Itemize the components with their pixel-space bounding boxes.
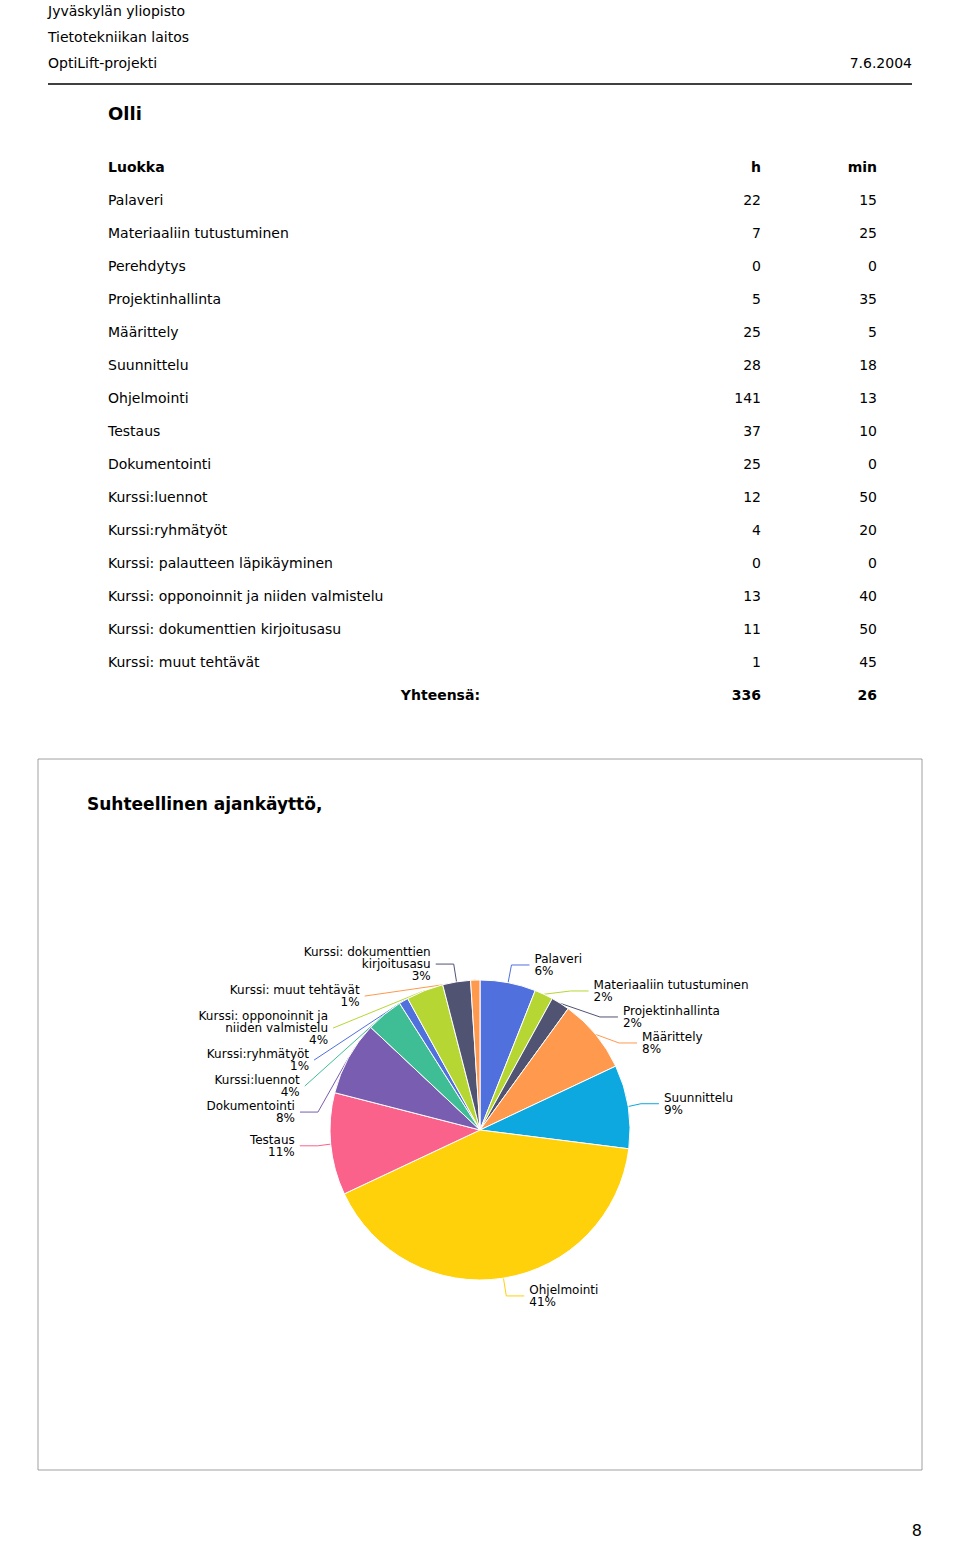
svg-text:Materiaaliin tutustuminen: Materiaaliin tutustuminen [594,978,749,992]
svg-text:50: 50 [859,621,877,637]
svg-text:Kurssi:ryhmätyöt: Kurssi:ryhmätyöt [206,1047,310,1062]
svg-text:1: 1 [752,654,761,670]
svg-text:18: 18 [859,357,877,373]
svg-text:Kurssi:ryhmätyöt: Kurssi:ryhmätyöt [108,522,228,538]
svg-text:0: 0 [868,258,877,274]
svg-text:25: 25 [743,324,761,340]
svg-text:min: min [848,159,877,175]
svg-text:Suunnittelu: Suunnittelu [664,1090,734,1105]
svg-text:28: 28 [743,357,761,373]
svg-text:Kurssi: dokumenttien: Kurssi: dokumenttien [303,945,431,960]
svg-text:Testaus: Testaus [107,423,160,439]
svg-text:37: 37 [743,423,761,439]
svg-text:3%: 3% [412,969,431,983]
svg-text:Testaus: Testaus [249,1132,295,1147]
svg-text:Dokumentointi: Dokumentointi [206,1099,295,1114]
svg-text:41%: 41% [529,1295,556,1309]
svg-text:Olli: Olli [108,103,142,124]
svg-text:1%: 1% [290,1059,309,1073]
svg-text:26: 26 [858,687,877,703]
svg-text:141: 141 [734,390,761,406]
svg-text:Ohjelmointi: Ohjelmointi [108,390,189,406]
svg-text:12: 12 [743,489,761,505]
svg-text:45: 45 [859,654,877,670]
svg-text:7: 7 [752,225,761,241]
svg-text:OptiLift-projekti: OptiLift-projekti [48,55,157,71]
svg-text:13: 13 [743,588,761,604]
svg-text:0: 0 [868,555,877,571]
svg-text:0: 0 [752,555,761,571]
svg-text:10: 10 [859,423,877,439]
svg-text:15: 15 [859,192,877,208]
svg-text:11: 11 [743,621,761,637]
svg-text:Kurssi:luennot: Kurssi:luennot [214,1073,300,1088]
svg-text:Yhteensä:: Yhteensä: [400,687,480,703]
svg-text:Kurssi:luennot: Kurssi:luennot [108,489,208,505]
svg-text:8%: 8% [642,1042,661,1056]
svg-text:35: 35 [859,291,877,307]
svg-text:Kurssi: muut tehtävät: Kurssi: muut tehtävät [108,654,260,670]
svg-text:Määrittely: Määrittely [642,1030,703,1044]
svg-text:2%: 2% [623,1016,642,1030]
svg-text:8%: 8% [276,1111,295,1125]
svg-text:Dokumentointi: Dokumentointi [108,456,211,472]
svg-text:Palaveri: Palaveri [534,952,582,966]
svg-text:6%: 6% [534,964,553,978]
svg-text:Kurssi: palautteen läpikäymine: Kurssi: palautteen läpikäyminen [108,555,333,571]
svg-text:Materiaaliin tutustuminen: Materiaaliin tutustuminen [108,225,289,241]
svg-text:5: 5 [752,291,761,307]
svg-text:h: h [751,159,761,175]
svg-text:Perehdytys: Perehdytys [108,258,186,274]
svg-text:Suunnittelu: Suunnittelu [108,357,189,373]
svg-text:20: 20 [859,522,877,538]
svg-text:Määrittely: Määrittely [108,324,179,340]
svg-text:Suhteellinen ajankäyttö,: Suhteellinen ajankäyttö, [87,794,322,814]
svg-text:8: 8 [912,1521,922,1540]
svg-text:4%: 4% [309,1033,328,1047]
svg-text:9%: 9% [664,1103,683,1117]
svg-text:25: 25 [859,225,877,241]
svg-text:Kurssi: dokumenttien kirjoitus: Kurssi: dokumenttien kirjoitusasu [108,621,341,637]
svg-text:1%: 1% [341,995,360,1009]
svg-text:Ohjelmointi: Ohjelmointi [529,1282,599,1297]
svg-text:Kurssi: opponoinnit ja niiden: Kurssi: opponoinnit ja niiden valmistelu [108,588,383,604]
svg-text:4%: 4% [281,1085,300,1099]
svg-text:Kurssi: muut tehtävät: Kurssi: muut tehtävät [229,983,360,998]
svg-text:11%: 11% [268,1145,295,1159]
svg-text:Projektinhallinta: Projektinhallinta [108,291,221,307]
svg-text:13: 13 [859,390,877,406]
svg-text:Projektinhallinta: Projektinhallinta [622,1004,720,1018]
svg-text:336: 336 [732,687,761,703]
svg-text:2%: 2% [594,990,613,1004]
svg-text:0: 0 [868,456,877,472]
svg-text:Luokka: Luokka [108,159,165,175]
svg-text:5: 5 [868,324,877,340]
svg-text:4: 4 [752,522,761,538]
svg-text:25: 25 [743,456,761,472]
svg-text:22: 22 [743,192,761,208]
svg-text:kirjoitusasu: kirjoitusasu [361,957,431,972]
svg-text:50: 50 [859,489,877,505]
svg-text:niiden valmistelu: niiden valmistelu [225,1021,329,1036]
svg-text:Tietotekniikan laitos: Tietotekniikan laitos [47,29,189,45]
svg-text:Jyväskylän yliopisto: Jyväskylän yliopisto [47,3,185,19]
svg-text:7.6.2004: 7.6.2004 [850,55,912,71]
svg-text:0: 0 [752,258,761,274]
svg-text:Kurssi: opponoinnit ja: Kurssi: opponoinnit ja [198,1009,329,1024]
svg-text:40: 40 [859,588,877,604]
svg-text:Palaveri: Palaveri [108,192,163,208]
